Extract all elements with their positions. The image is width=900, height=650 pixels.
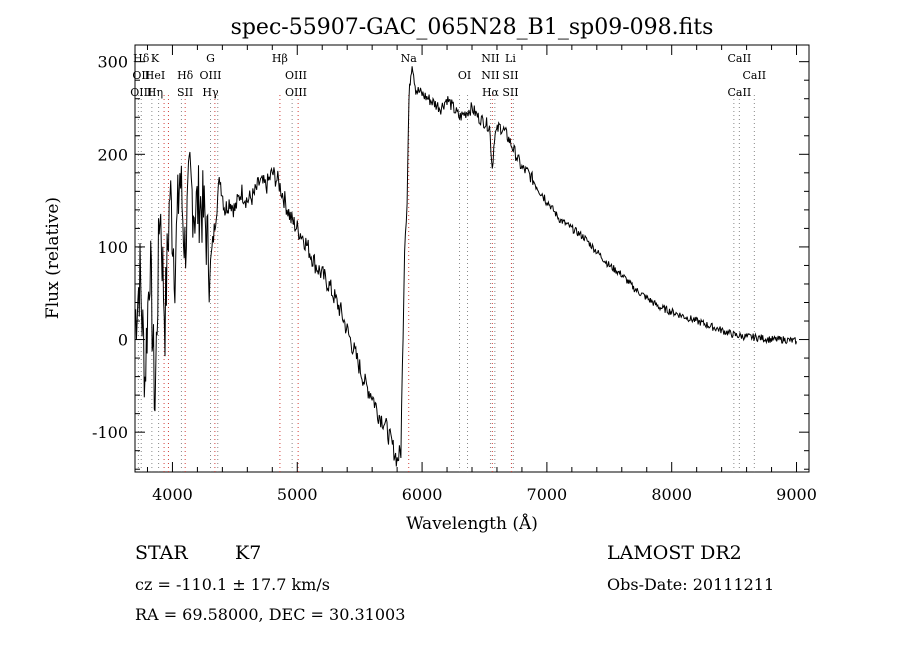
spectral-line-label: NII: [481, 52, 499, 65]
line-labels: Hδ OII OIII K HeI Hη Hδ SII G OIII Hγ Hβ OIII OIII Na O…: [130, 52, 766, 99]
y-tick-label: 200: [97, 145, 128, 164]
x-tick-label: 5000: [277, 485, 318, 504]
y-tick-label: -100: [92, 423, 128, 442]
spectrum-series: [134, 66, 797, 467]
x-tick-label: 9000: [776, 485, 817, 504]
spectral-line-label: CaII: [742, 69, 766, 82]
spectral-line-label: OIII: [130, 86, 152, 99]
x-axis: 4000 5000 6000 7000 8000 9000: [146, 45, 817, 504]
spectrum-line: [134, 66, 797, 467]
spectral-line-label: K: [151, 52, 160, 65]
spectral-line-label: NII: [481, 69, 499, 82]
spectral-line-label: OIII: [199, 69, 221, 82]
spectral-line-label: OIII: [285, 86, 307, 99]
spectral-line-label: Li: [505, 52, 516, 65]
spectral-line-label: OIII: [285, 69, 307, 82]
spectral-line-label: CaII: [728, 52, 752, 65]
y-tick-label: 100: [97, 238, 128, 257]
redshift-velocity: cz = -110.1 ± 17.7 km/s: [135, 575, 330, 594]
x-tick-label: 6000: [402, 485, 443, 504]
survey-name: LAMOST DR2: [607, 542, 742, 564]
spectral-line-label: CaII: [728, 86, 752, 99]
chart-title: spec-55907-GAC_065N28_B1_sp09-098.fits: [231, 15, 714, 40]
spectral-line-label: HeI: [145, 69, 165, 82]
spectral-line-label: SII: [502, 86, 518, 99]
spectral-line-label: Hγ: [202, 86, 219, 99]
observation-date: Obs-Date: 20111211: [607, 575, 774, 594]
y-tick-label: 300: [97, 53, 128, 72]
spectral-line-label: OI: [458, 69, 471, 82]
x-tick-label: 4000: [152, 485, 193, 504]
object-subclass: K7: [235, 542, 261, 564]
spectral-line-label: Hη: [147, 86, 163, 99]
x-tick-label: 7000: [527, 485, 568, 504]
y-axis-label: Flux (relative): [43, 197, 63, 319]
spectral-line-label: Hδ: [133, 52, 150, 65]
spectral-line-label: G: [206, 52, 215, 65]
spectral-line-label: Hα: [482, 86, 500, 99]
x-axis-label: Wavelength (Å): [406, 513, 538, 534]
spectral-line-label: Hβ: [272, 52, 288, 65]
line-markers: [137, 95, 755, 472]
spectral-line-label: SII: [177, 86, 193, 99]
spectral-line-label: Na: [401, 52, 418, 65]
ra-dec-coordinates: RA = 69.58000, DEC = 30.31003: [135, 605, 405, 624]
object-type: STAR: [135, 542, 188, 564]
y-axis: -100 0 100 200 300: [92, 53, 809, 470]
spectral-line-label: SII: [502, 69, 518, 82]
spectral-line-label: Hδ: [177, 69, 194, 82]
spectral-line-label: OII: [132, 69, 150, 82]
x-tick-label: 8000: [651, 485, 692, 504]
y-tick-label: 0: [118, 331, 128, 350]
